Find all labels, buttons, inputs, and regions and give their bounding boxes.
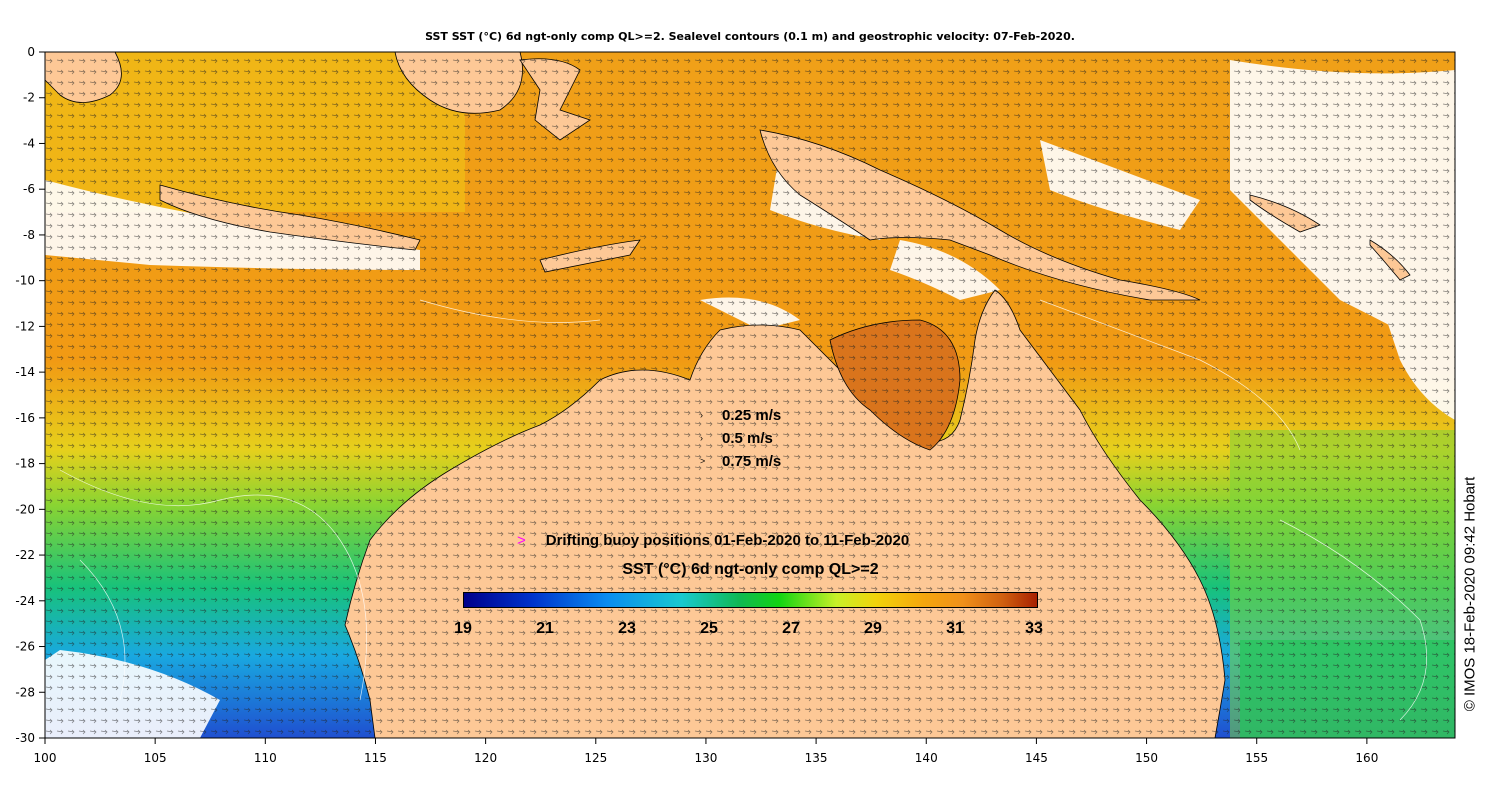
- buoy-marker-icon: >: [517, 532, 526, 549]
- y-tick-label: -2: [23, 91, 35, 105]
- colorbar-tick: 27: [782, 620, 800, 637]
- x-tick-label: 145: [1025, 751, 1048, 765]
- velocity-field: [45, 52, 1455, 738]
- x-axis-ticks: 100 105 110 115 120 125 130 135 140 145 150 155 160: [34, 738, 1378, 765]
- x-tick-label: 150: [1135, 751, 1158, 765]
- y-tick-label: 0: [27, 45, 35, 59]
- x-tick-label: 130: [694, 751, 717, 765]
- colorbar-title: SST (°C) 6d ngt-only comp QL>=2: [622, 561, 879, 578]
- colorbar-tick: 19: [454, 620, 472, 637]
- x-tick-label: 155: [1245, 751, 1268, 765]
- x-tick-label: 140: [915, 751, 938, 765]
- x-tick-label: 125: [584, 751, 607, 765]
- colorbar-tick: 21: [536, 620, 554, 637]
- y-tick-label: -30: [15, 731, 35, 745]
- y-tick-label: -24: [15, 594, 35, 608]
- x-tick-label: 160: [1355, 751, 1378, 765]
- x-tick-label: 105: [144, 751, 167, 765]
- credit-label: © IMOS 18-Feb-2020 09:42 Hobart: [1461, 476, 1479, 712]
- colorbar-tick: 33: [1025, 620, 1043, 637]
- y-tick-label: -18: [15, 457, 35, 471]
- x-tick-label: 110: [254, 751, 277, 765]
- y-tick-label: -28: [15, 685, 35, 699]
- y-tick-label: -4: [23, 136, 35, 150]
- velocity-key-1: 0.5 m/s: [722, 430, 773, 447]
- velocity-key-0: 0.25 m/s: [722, 407, 782, 424]
- buoy-legend: > Drifting buoy positions 01-Feb-2020 to …: [517, 532, 909, 549]
- colorbar-tick: 23: [618, 620, 636, 637]
- colorbar: [463, 592, 1038, 608]
- y-axis-ticks: 0 -2 -4 -6 -8 -10 -12 -14 -16 -18 -20 -22 -24 -26 -28 -…: [15, 45, 45, 745]
- y-tick-label: -14: [15, 365, 35, 379]
- y-tick-label: -22: [15, 548, 35, 562]
- colorbar-tick: 31: [946, 620, 964, 637]
- x-tick-label: 135: [805, 751, 828, 765]
- velocity-arrow-icon: >: [700, 456, 706, 466]
- colorbar-tick: 25: [700, 620, 718, 637]
- y-tick-label: -10: [15, 274, 35, 288]
- map-title: SST SST (°C) 6d ngt-only comp QL>=2. Sea…: [425, 30, 1075, 43]
- x-tick-label: 100: [34, 751, 57, 765]
- colorbar-tick: 29: [864, 620, 882, 637]
- x-tick-label: 115: [364, 751, 387, 765]
- sealevel-contours: [59, 299, 1427, 721]
- y-tick-label: -16: [15, 411, 35, 425]
- y-tick-label: -12: [15, 319, 35, 333]
- y-tick-label: -6: [23, 182, 35, 196]
- x-tick-label: 120: [474, 751, 497, 765]
- velocity-arrow-icon: ›: [700, 433, 703, 443]
- y-tick-label: -8: [23, 228, 35, 242]
- velocity-key-2: 0.75 m/s: [722, 453, 782, 470]
- y-tick-label: -26: [15, 640, 35, 654]
- buoy-label: Drifting buoy positions 01-Feb-2020 to 1…: [545, 532, 910, 549]
- velocity-arrow-icon: ›: [700, 410, 703, 420]
- y-tick-label: -20: [15, 502, 35, 516]
